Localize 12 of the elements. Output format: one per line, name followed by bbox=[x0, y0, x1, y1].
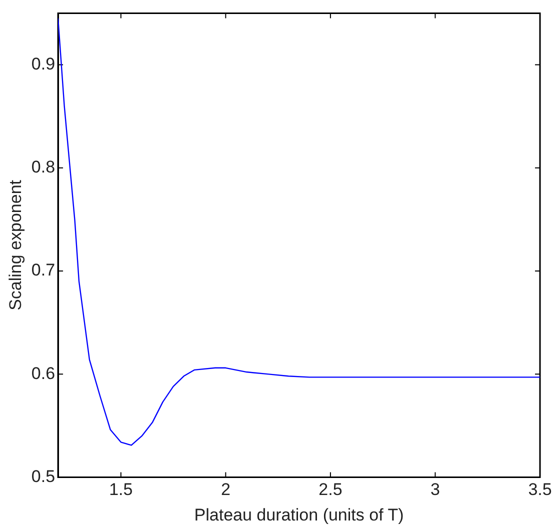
x-tick-label: 3.5 bbox=[528, 480, 552, 500]
x-tick-label: 2 bbox=[220, 480, 230, 500]
y-tick-label: 0.7 bbox=[31, 260, 56, 280]
y-tick-label: 0.9 bbox=[31, 54, 56, 74]
y-tick-label: 0.8 bbox=[31, 158, 56, 177]
x-tick-label: 1.5 bbox=[109, 480, 133, 500]
y-axis-title: Scaling exponent bbox=[6, 180, 25, 310]
x-axis-title: Plateau duration (units of T) bbox=[194, 505, 404, 524]
y-tick-label: 0.5 bbox=[31, 466, 56, 486]
y-tick-label: 0.6 bbox=[31, 364, 56, 383]
x-tick-label: 2.5 bbox=[318, 480, 342, 500]
x-tick-label: 3 bbox=[430, 480, 440, 500]
